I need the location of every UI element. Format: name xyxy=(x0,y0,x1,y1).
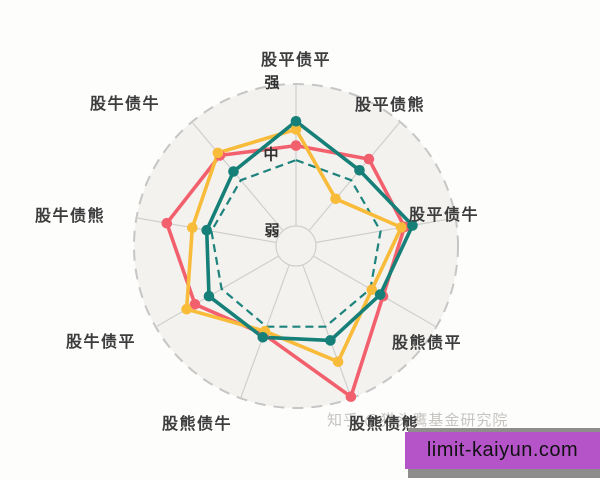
data-point-yellow xyxy=(181,303,192,315)
site-overlay-box: limit-kaiyun.com xyxy=(405,432,600,469)
watermark-text: 知乎 @猫头鹰基金研究院 xyxy=(327,412,509,429)
data-point-yellow xyxy=(212,147,224,159)
level-label-weak: 弱 xyxy=(264,222,280,240)
data-point-teal xyxy=(407,220,418,231)
data-point-yellow xyxy=(187,222,198,233)
site-overlay-text: limit-kaiyun.com xyxy=(426,439,579,461)
axis-spoke xyxy=(155,255,279,328)
data-point-teal xyxy=(201,224,212,236)
data-point-yellow xyxy=(396,222,407,233)
axis-label-stock-bear-bond-bull: 股熊债牛 xyxy=(161,416,233,433)
series-line-teal-dashed-reference xyxy=(210,159,382,328)
axis-spoke xyxy=(191,121,284,232)
series-line-pink xyxy=(165,143,407,399)
data-point-yellow xyxy=(290,124,302,135)
series-line-teal xyxy=(204,119,415,343)
data-point-teal xyxy=(374,289,386,300)
data-point-yellow xyxy=(332,356,344,368)
axis-label-stock-bull-bond-flat: 股牛债平 xyxy=(65,334,137,351)
data-point-pink xyxy=(161,217,173,229)
axis-spoke xyxy=(302,264,352,399)
axis-spoke xyxy=(308,121,401,232)
level-label-mid: 中 xyxy=(263,146,279,164)
data-point-teal xyxy=(290,116,302,127)
data-point-pink xyxy=(345,391,357,403)
data-point-yellow xyxy=(330,193,341,205)
data-point-yellow xyxy=(366,284,378,296)
axis-label-stock-bear-bond-bear: 股熊债熊 xyxy=(348,416,420,433)
data-point-pink xyxy=(189,299,201,310)
level-label-strong: 强 xyxy=(264,74,280,92)
axis-label-stock-bull-bond-bull: 股牛债牛 xyxy=(89,96,161,113)
axis-spoke xyxy=(315,217,456,244)
axis-label-stock-flat-bond-flat: 股平债平 xyxy=(260,52,332,69)
data-point-teal xyxy=(228,166,239,177)
axis-label-stock-flat-bond-bull: 股平债牛 xyxy=(408,207,480,224)
data-point-teal xyxy=(354,165,365,176)
axis-label-stock-flat-bond-bear: 股平债熊 xyxy=(354,97,426,114)
data-point-teal xyxy=(257,332,269,343)
axis-label-stock-bull-bond-bear: 股牛债熊 xyxy=(34,208,106,225)
data-point-teal xyxy=(325,335,336,346)
axis-label-stock-bear-bond-flat: 股熊债平 xyxy=(391,335,463,352)
series-line-yellow xyxy=(184,127,404,364)
data-point-pink xyxy=(363,153,375,165)
data-point-pink xyxy=(290,140,302,151)
data-point-teal xyxy=(203,290,215,302)
